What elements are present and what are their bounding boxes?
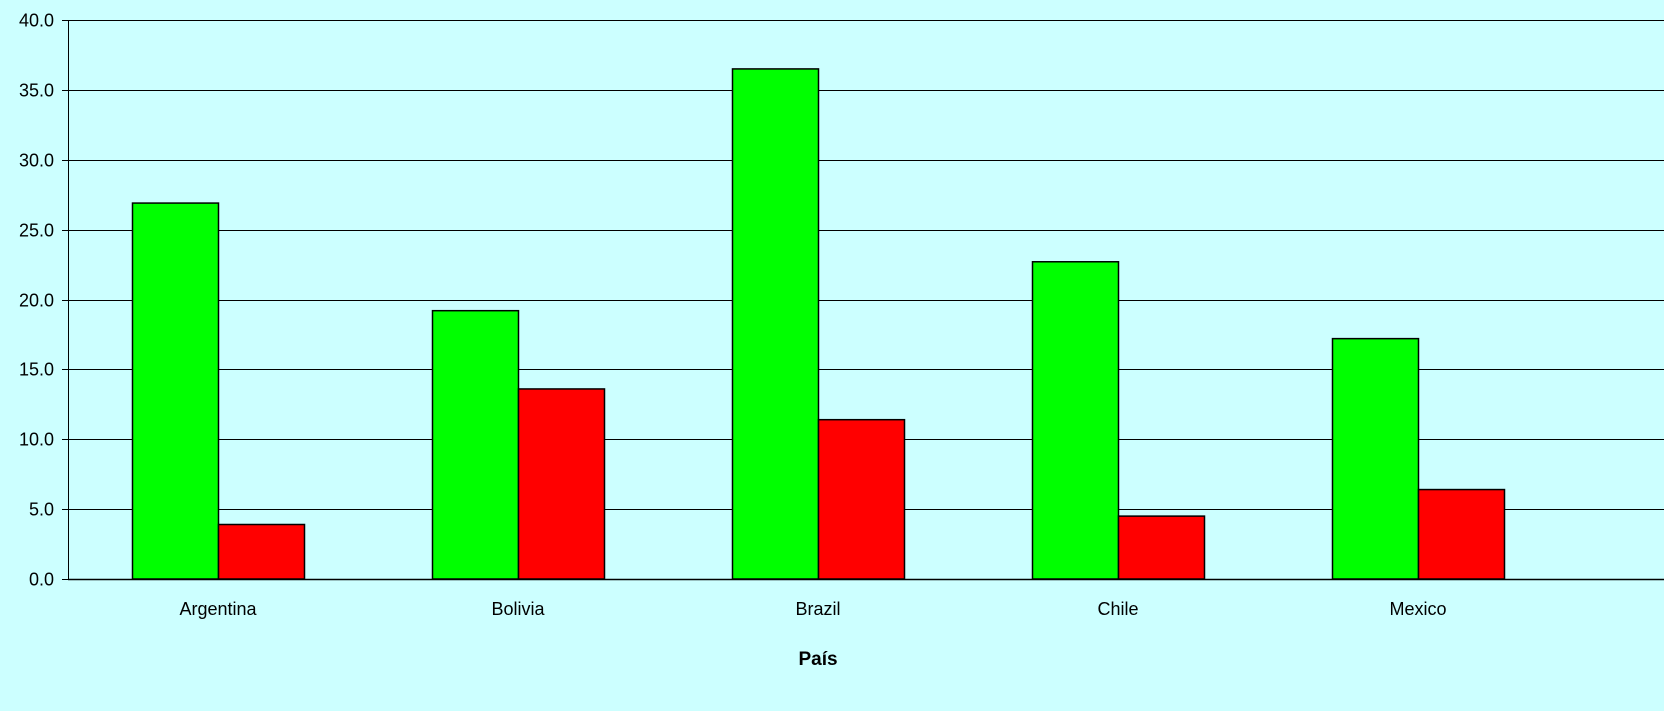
y-tick-label: 15.0	[19, 360, 54, 380]
bars	[131, 68, 1506, 580]
y-tick-label: 10.0	[19, 430, 54, 450]
bar-brazil-series-2	[817, 418, 906, 580]
y-tick-label: 5.0	[29, 500, 54, 520]
bar-chile-series-1	[1031, 261, 1120, 580]
x-axis-title: País	[798, 649, 837, 670]
y-tick-label: 40.0	[19, 11, 54, 31]
y-tick-label: 0.0	[29, 570, 54, 590]
x-tick-label: Argentina	[179, 599, 257, 619]
gridlines	[68, 20, 1664, 510]
x-tick-label: Brazil	[795, 599, 840, 619]
x-tick-label: Mexico	[1389, 599, 1446, 619]
bar-bolivia-series-1	[431, 309, 520, 580]
x-tick-label: Chile	[1097, 599, 1138, 619]
x-axis: Argentina Bolivia Brazil Chile Mexico	[68, 578, 1664, 619]
bar-mexico-series-2	[1417, 488, 1506, 580]
bar-brazil-series-1	[731, 68, 820, 580]
bar-bolivia-series-2	[517, 388, 606, 580]
x-tick-label: Bolivia	[491, 599, 545, 619]
bar-mexico-series-1	[1331, 337, 1420, 580]
y-tick-label: 20.0	[19, 291, 54, 311]
y-axis: 0.0 5.0 10.0 15.0 20.0 25.0 30.0 35.0 40.0	[19, 11, 69, 590]
bar-chile-series-2	[1117, 515, 1206, 580]
y-tick-label: 35.0	[19, 81, 54, 101]
y-tick-label: 25.0	[19, 221, 54, 241]
bar-argentina-series-1	[131, 202, 220, 580]
bar-argentina-series-2	[217, 523, 306, 580]
y-tick-label: 30.0	[19, 151, 54, 171]
